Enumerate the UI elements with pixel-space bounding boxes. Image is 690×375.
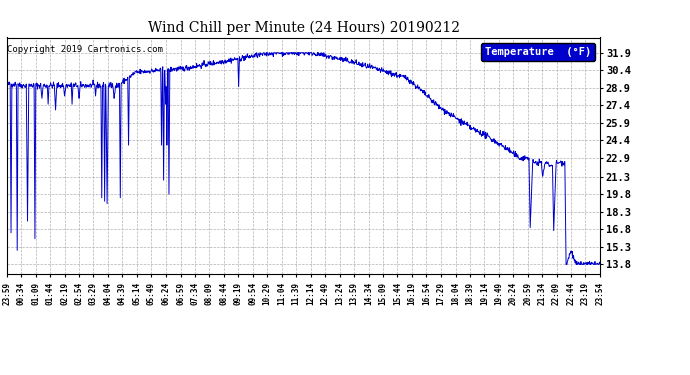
Title: Wind Chill per Minute (24 Hours) 20190212: Wind Chill per Minute (24 Hours) 2019021… bbox=[148, 21, 460, 35]
Text: Copyright 2019 Cartronics.com: Copyright 2019 Cartronics.com bbox=[8, 45, 164, 54]
Legend: Temperature  (°F): Temperature (°F) bbox=[480, 43, 595, 61]
